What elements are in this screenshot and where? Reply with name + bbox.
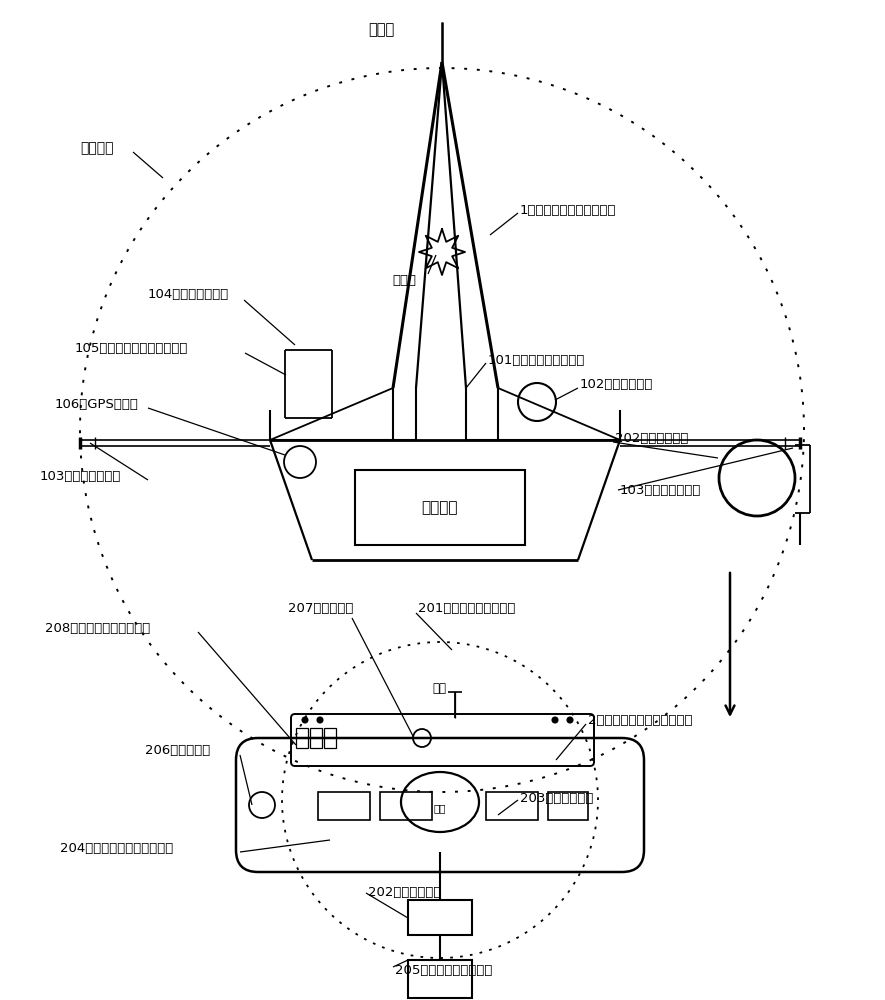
Text: 航标灯: 航标灯 xyxy=(392,273,416,286)
Text: 天线: 天线 xyxy=(432,682,446,694)
Text: 207（警示灯）: 207（警示灯） xyxy=(288,601,353,614)
Text: 巡航轨迹: 巡航轨迹 xyxy=(80,141,113,155)
Bar xyxy=(355,470,525,545)
Text: 103（泊船伸缩杆）: 103（泊船伸缩杆） xyxy=(620,484,702,496)
Bar xyxy=(548,792,588,820)
Circle shape xyxy=(317,717,323,723)
Text: 蓄电池组: 蓄电池组 xyxy=(422,500,458,515)
Circle shape xyxy=(567,717,573,723)
Text: 避雷针: 避雷针 xyxy=(368,22,394,37)
Text: 1（海岸带深水探测浮标）: 1（海岸带深水探测浮标） xyxy=(520,204,617,217)
Bar xyxy=(324,728,336,748)
Bar xyxy=(318,792,370,820)
Text: 204（姿态控制与定位组合）: 204（姿态控制与定位组合） xyxy=(60,842,173,854)
Text: 202（受电线圈）: 202（受电线圈） xyxy=(368,886,442,900)
Text: 206（摄像头）: 206（摄像头） xyxy=(145,744,211,756)
Text: 101（窄带物联网模块）: 101（窄带物联网模块） xyxy=(488,354,585,366)
Text: 203（动力系统）: 203（动力系统） xyxy=(520,792,593,804)
Bar xyxy=(380,792,432,820)
Text: 驱动: 驱动 xyxy=(434,803,446,813)
Text: 104（太阳能组合）: 104（太阳能组合） xyxy=(148,288,229,302)
Text: 205（水体传感器组合）: 205（水体传感器组合） xyxy=(395,964,492,976)
Text: 105（环境监测传感器组合）: 105（环境监测传感器组合） xyxy=(75,342,189,355)
Bar xyxy=(296,728,308,748)
Text: 208（小型太阳能板组合）: 208（小型太阳能板组合） xyxy=(45,621,150,635)
Circle shape xyxy=(552,717,558,723)
Bar xyxy=(408,960,472,998)
Text: 201（窄带物联网模块）: 201（窄带物联网模块） xyxy=(418,601,515,614)
Bar xyxy=(408,900,472,935)
Bar xyxy=(310,728,322,748)
Text: 103（泊船伸缩杆）: 103（泊船伸缩杆） xyxy=(40,471,121,484)
Text: 2（半潜式小型动态探测船）: 2（半潜式小型动态探测船） xyxy=(588,714,692,726)
Text: 202（受电线圈）: 202（受电线圈） xyxy=(615,432,689,444)
Bar xyxy=(486,792,538,820)
Text: 106（GPS模块）: 106（GPS模块） xyxy=(55,398,139,412)
Text: 102（送电线圈）: 102（送电线圈） xyxy=(580,378,653,391)
Circle shape xyxy=(302,717,308,723)
